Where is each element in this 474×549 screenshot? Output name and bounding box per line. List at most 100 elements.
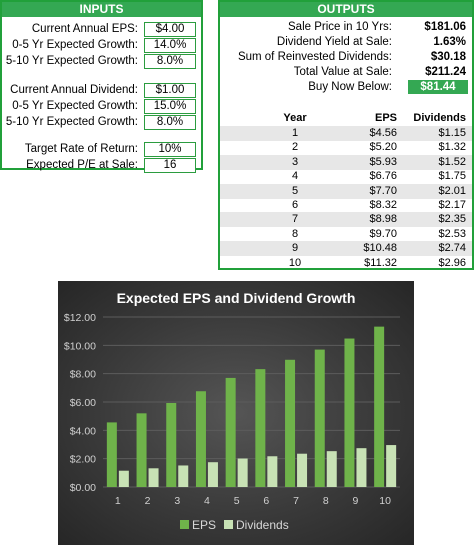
- x-tick-label: 4: [204, 495, 210, 507]
- y-tick-label: $12.00: [64, 312, 96, 324]
- table-row: 2 $5.20 $1.32: [220, 140, 472, 155]
- legend-label: EPS: [192, 518, 216, 532]
- year-cell: 2: [291, 141, 299, 154]
- output-label: Total Value at Sale:: [293, 66, 392, 78]
- output-row: Dividend Yield at Sale: 1.63%: [220, 35, 472, 50]
- x-tick-label: 3: [174, 495, 180, 507]
- x-tick-label: 8: [323, 495, 329, 507]
- eps-cell: $10.48: [363, 242, 397, 255]
- y-tick-label: $8.00: [70, 369, 96, 381]
- eps-cell: $8.32: [369, 199, 397, 211]
- buy-now-label: Buy Now Below:: [308, 81, 392, 93]
- eps-cell: $5.93: [369, 155, 397, 168]
- year-cell: 4: [291, 170, 299, 183]
- col-header-year: Year: [283, 112, 307, 124]
- y-tick-label: $4.00: [70, 425, 96, 437]
- input-label: Current Annual Dividend:: [10, 84, 138, 96]
- dividend-cell: $2.74: [438, 242, 466, 255]
- eps-cell: $11.32: [364, 256, 397, 269]
- dividend-bar: [326, 451, 337, 487]
- dividend-cell: $1.75: [438, 170, 466, 183]
- eps-cell: $8.98: [369, 213, 397, 226]
- dividend-bar: [237, 458, 248, 487]
- eps-dividend-chart: Expected EPS and Dividend Growth $0.00 $2.…: [58, 281, 414, 545]
- year-cell: 10: [288, 256, 302, 269]
- col-header-dividends: Dividends: [413, 112, 466, 124]
- eps-bar: [106, 422, 117, 487]
- legend-swatch-eps-bar: [180, 520, 189, 529]
- input-value-field[interactable]: $1.00: [144, 83, 196, 98]
- year-cell: 9: [291, 242, 299, 255]
- table-row: 6 $8.32 $2.17: [220, 198, 472, 213]
- buy-now-value: $81.44: [408, 80, 468, 94]
- dividend-bar: [118, 470, 129, 487]
- inputs-panel: INPUTS Current Annual EPS: $4.00 0-5 Yr Ex…: [0, 0, 203, 173]
- output-value: 1.63%: [433, 36, 466, 48]
- col-header-eps: EPS: [374, 112, 397, 124]
- input-label: 0-5 Yr Expected Growth:: [12, 39, 138, 51]
- eps-cell: $9.70: [369, 227, 397, 240]
- dividend-cell: $2.96: [438, 256, 466, 269]
- input-row: 0-5 Yr Expected Growth: 15.0%: [2, 99, 201, 114]
- dividend-cell: $2.35: [438, 213, 466, 226]
- input-label: Expected P/E at Sale:: [26, 159, 138, 171]
- dividend-bar: [178, 465, 189, 487]
- output-value: $211.24: [425, 66, 466, 78]
- input-row: 5-10 Yr Expected Growth: 8.0%: [2, 54, 201, 69]
- dividend-bar: [148, 468, 159, 487]
- input-value-field[interactable]: 10%: [144, 142, 196, 157]
- year-cell: 3: [291, 155, 299, 168]
- table-row: 5 $7.70 $2.01: [220, 183, 472, 199]
- input-value-field[interactable]: 14.0%: [144, 38, 196, 53]
- dividend-bar: [297, 453, 308, 487]
- dividend-cell: $1.32: [438, 141, 466, 154]
- output-value: $181.06: [424, 21, 466, 33]
- dividend-cell: $2.53: [438, 227, 466, 240]
- x-tick-label: 7: [293, 495, 299, 507]
- table-row: 3 $5.93 $1.52: [220, 154, 472, 170]
- x-tick-label: 6: [263, 495, 269, 507]
- input-row: Target Rate of Return: 10%: [2, 142, 201, 157]
- y-tick-label: $2.00: [70, 454, 96, 466]
- input-label: 5-10 Yr Expected Growth:: [5, 116, 138, 128]
- x-tick-label: 10: [379, 495, 391, 507]
- inputs-header: INPUTS: [2, 2, 201, 17]
- dividend-cell: $1.15: [438, 127, 466, 139]
- year-cell: 1: [291, 127, 299, 139]
- table-row: 10 $11.32 $2.96: [220, 256, 472, 271]
- input-value-field[interactable]: 8.0%: [144, 54, 196, 69]
- eps-bar: [285, 359, 296, 487]
- dividend-cell: $2.17: [438, 199, 466, 211]
- output-row: Sum of Reinvested Dividends: $30.18: [220, 50, 472, 65]
- input-label: 5-10 Yr Expected Growth:: [5, 55, 138, 67]
- input-row: 5-10 Yr Expected Growth: 8.0%: [2, 115, 201, 130]
- input-label: 0-5 Yr Expected Growth:: [12, 100, 138, 112]
- y-tick-label: $10.00: [64, 340, 96, 352]
- eps-bar: [314, 349, 325, 487]
- y-tick-label: $0.00: [70, 482, 96, 494]
- output-row: Sale Price in 10 Yrs: $181.06: [220, 20, 472, 35]
- dividend-bar: [386, 445, 397, 487]
- input-value-field[interactable]: 15.0%: [144, 99, 196, 114]
- dividend-bar: [207, 462, 218, 487]
- outputs-panel: OUTPUTS Sale Price in 10 Yrs: $181.06 Divi…: [218, 0, 474, 270]
- eps-bar: [136, 413, 147, 487]
- input-value-field[interactable]: 16: [144, 158, 196, 173]
- year-cell: 5: [291, 184, 299, 197]
- legend-swatch-dividend-bar: [224, 520, 233, 529]
- input-value-field[interactable]: $4.00: [144, 22, 196, 37]
- year-cell: 6: [291, 199, 299, 211]
- year-cell: 8: [291, 227, 299, 240]
- eps-bar: [166, 402, 177, 487]
- projection-table-header: Year EPS Dividends: [220, 111, 472, 126]
- input-row: Expected P/E at Sale: 16: [2, 158, 201, 173]
- input-label: Current Annual EPS:: [31, 23, 138, 35]
- buy-now-row: Buy Now Below: $81.44: [220, 80, 472, 95]
- output-row: Total Value at Sale: $211.24: [220, 65, 472, 80]
- table-row: 1 $4.56 $1.15: [220, 126, 472, 141]
- output-label: Sale Price in 10 Yrs:: [288, 21, 392, 33]
- dividend-bar: [267, 456, 278, 487]
- input-value-field[interactable]: 8.0%: [144, 115, 196, 130]
- eps-cell: $4.56: [369, 127, 397, 139]
- chart-svg: Expected EPS and Dividend Growth $0.00 $2.…: [64, 290, 400, 532]
